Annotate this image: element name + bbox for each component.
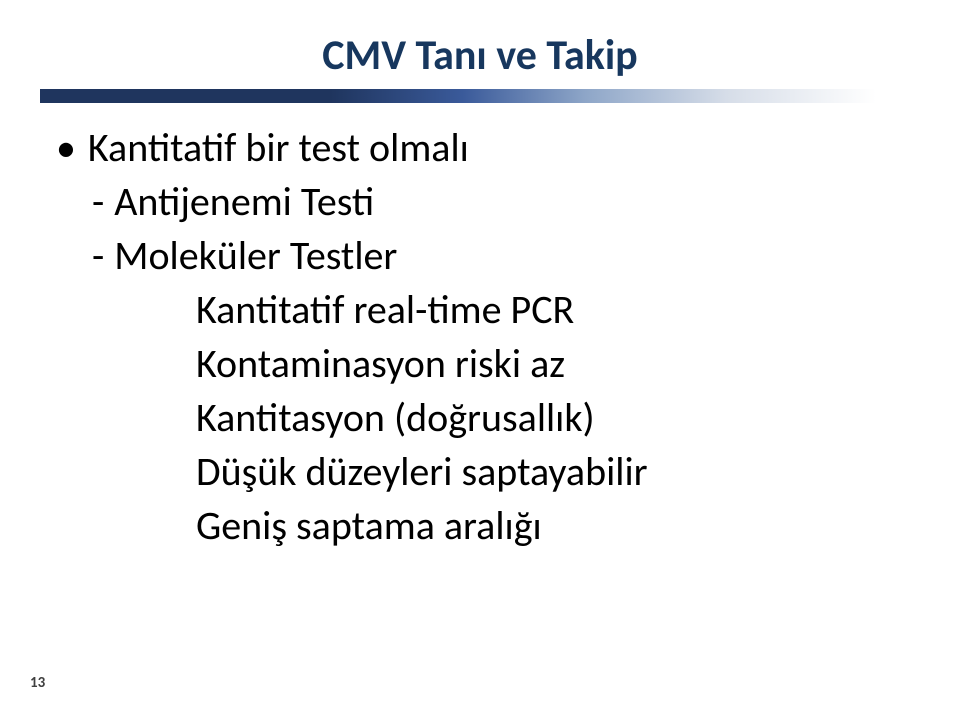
bullet-level3: Kontaminasyon riski az xyxy=(196,337,920,391)
page-number: 13 xyxy=(30,674,45,692)
slide-title: CMV Tanı ve Takip xyxy=(40,30,920,81)
bullet-level3: Geniş saptama aralığı xyxy=(196,499,920,553)
slide-body: Kantitatif bir test olmalı Antijenemi Te… xyxy=(40,121,920,553)
title-divider xyxy=(40,89,920,103)
bullet-level3: Düşük düzeyleri saptayabilir xyxy=(196,445,920,499)
slide: CMV Tanı ve Takip Kantitatif bir test ol… xyxy=(0,0,960,716)
bullet-level1: Kantitatif bir test olmalı xyxy=(50,121,920,175)
bullet-level2: Antijenemi Testi xyxy=(86,175,920,229)
bullet-level2: Moleküler Testler xyxy=(86,229,920,283)
bullet-level3: Kantitatif real-time PCR xyxy=(196,283,920,337)
bullet-level3: Kantitasyon (doğrusallık) xyxy=(196,391,920,445)
